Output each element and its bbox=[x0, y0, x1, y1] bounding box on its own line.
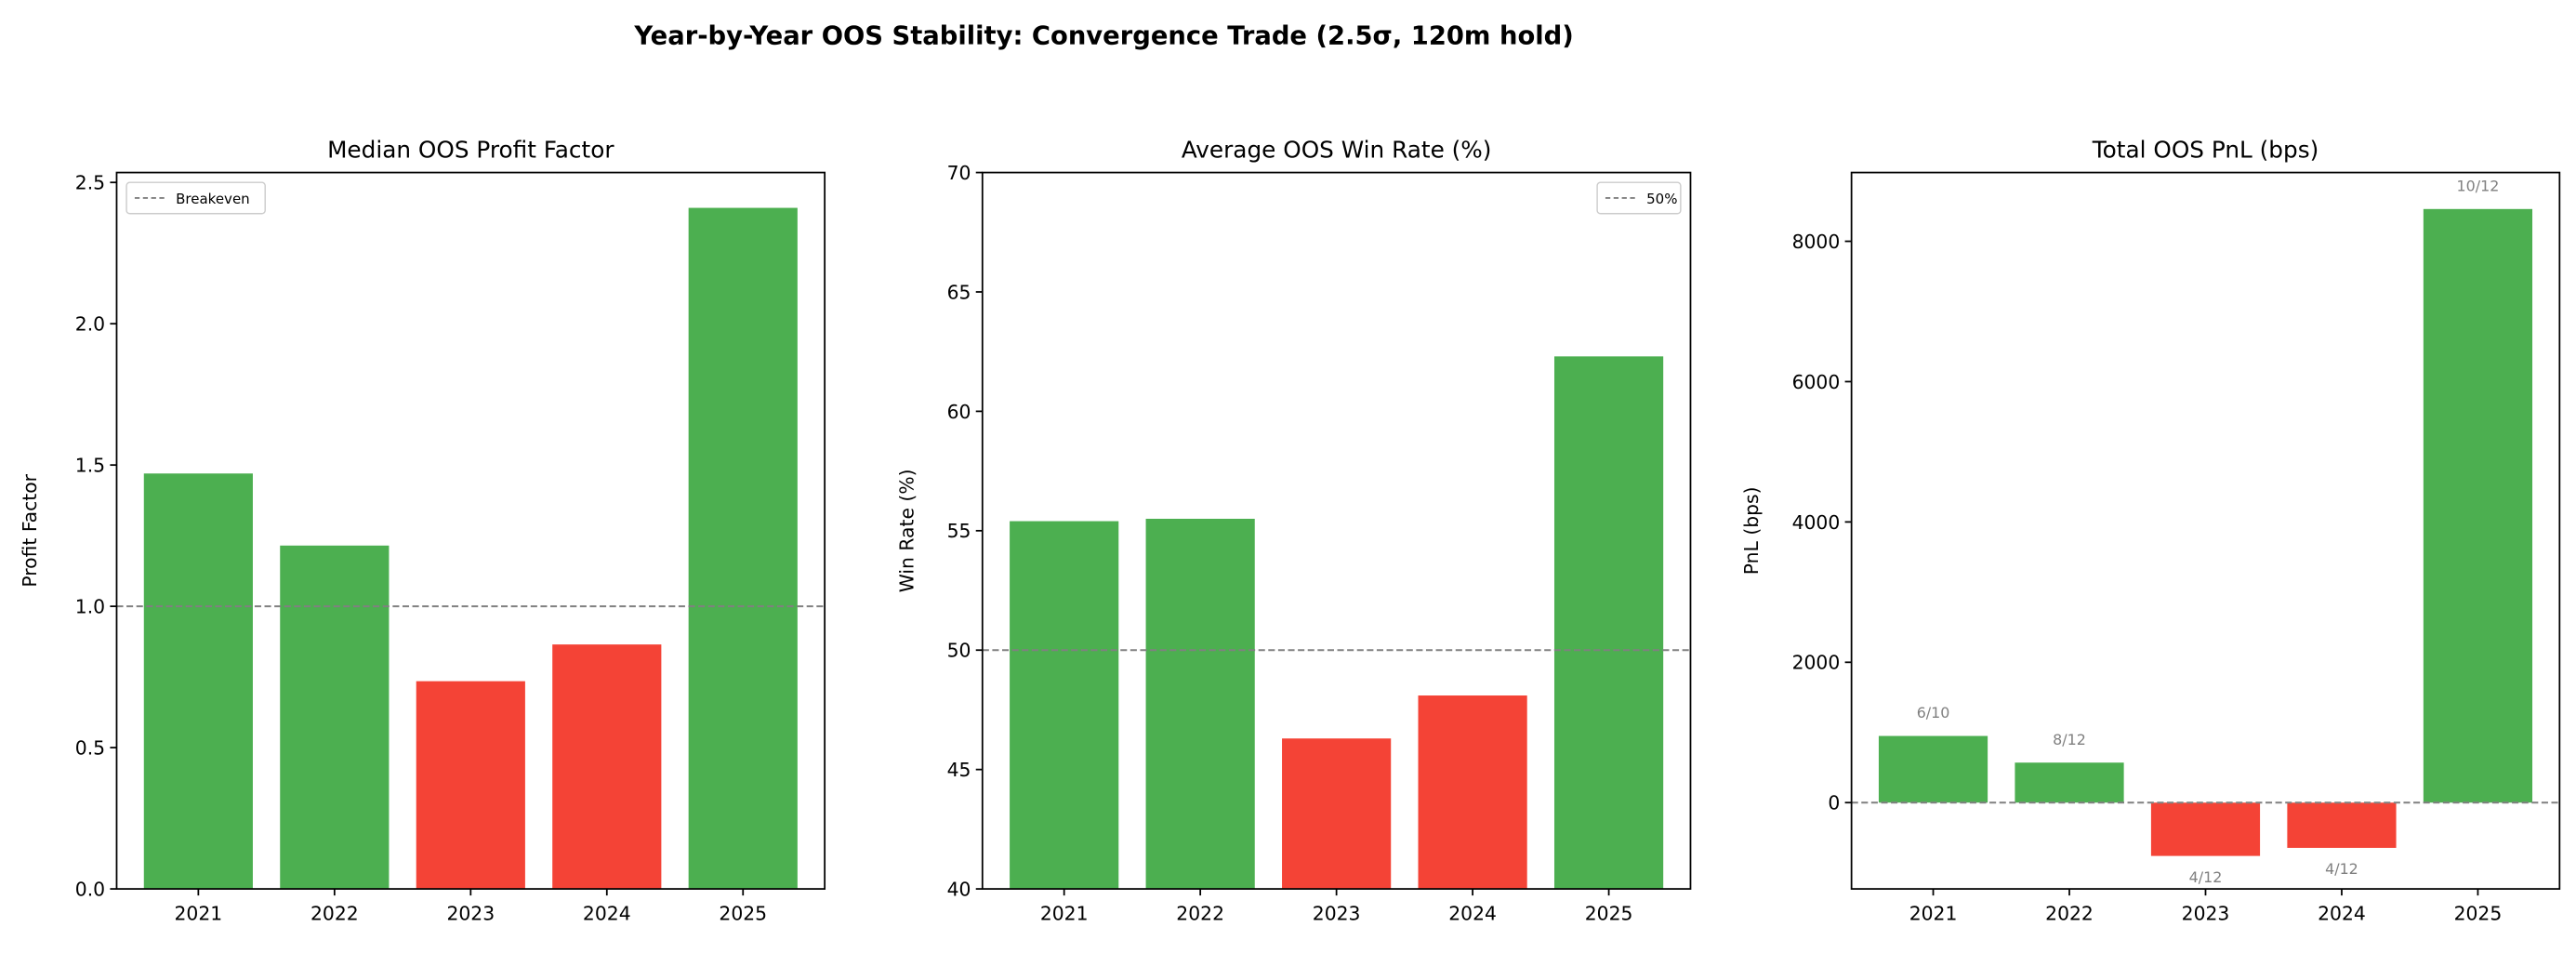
y-tick-label: 0.5 bbox=[75, 737, 105, 760]
y-tick-label: 40 bbox=[947, 878, 971, 900]
y-axis-label: Profit Factor bbox=[19, 473, 41, 587]
y-tick-label: 55 bbox=[947, 520, 971, 542]
bar-2022 bbox=[2015, 762, 2124, 803]
y-tick-label: 0 bbox=[1828, 792, 1840, 814]
y-tick-label: 6000 bbox=[1792, 371, 1841, 393]
y-tick-label: 50 bbox=[947, 640, 971, 662]
y-tick-label: 4000 bbox=[1792, 511, 1841, 534]
x-tick-label: 2023 bbox=[446, 903, 495, 925]
x-tick-label: 2023 bbox=[1313, 903, 1361, 925]
bar-annotation: 8/12 bbox=[2053, 731, 2086, 748]
x-tick-label: 2022 bbox=[1176, 903, 1224, 925]
x-tick-label: 2021 bbox=[1909, 903, 1958, 925]
subplot-title: Average OOS Win Rate (%) bbox=[1182, 137, 1492, 164]
legend: Breakeven bbox=[125, 181, 266, 215]
bar-annotation: 6/10 bbox=[1917, 704, 1950, 721]
legend-label: Breakeven bbox=[176, 191, 250, 207]
bar-2021 bbox=[1010, 521, 1119, 890]
x-tick-label: 2022 bbox=[310, 903, 359, 925]
bar-2025 bbox=[1553, 356, 1664, 890]
subplot-title: Median OOS Profit Factor bbox=[327, 137, 614, 164]
y-tick-label: 1.0 bbox=[75, 596, 105, 618]
subplot-title: Total OOS PnL (bps) bbox=[2092, 137, 2319, 164]
x-tick-label: 2023 bbox=[2182, 903, 2230, 925]
x-tick-label: 2022 bbox=[2045, 903, 2094, 925]
x-tick-label: 2024 bbox=[583, 903, 631, 925]
bar-2025 bbox=[688, 207, 798, 890]
bar-annotation: 10/12 bbox=[2457, 177, 2500, 194]
legend-label: 50% bbox=[1646, 191, 1677, 207]
x-tick-label: 2021 bbox=[175, 903, 223, 925]
y-tick-label: 65 bbox=[947, 281, 971, 303]
y-tick-label: 60 bbox=[947, 401, 971, 423]
bar-2021 bbox=[143, 473, 253, 890]
x-tick-label: 2021 bbox=[1040, 903, 1089, 925]
y-tick-label: 8000 bbox=[1792, 231, 1841, 253]
x-tick-label: 2024 bbox=[1448, 903, 1497, 925]
y-axis-label: PnL (bps) bbox=[1740, 486, 1763, 575]
bar-2022 bbox=[280, 545, 390, 890]
y-tick-label: 1.5 bbox=[75, 455, 105, 477]
bar-2023 bbox=[416, 681, 525, 890]
bar-2021 bbox=[1878, 735, 1988, 803]
bar-annotation: 4/12 bbox=[2325, 860, 2358, 878]
y-tick-label: 2.5 bbox=[75, 172, 105, 194]
bar-annotation: 4/12 bbox=[2189, 868, 2223, 886]
subplot-1: 0.0 0.5 1.0 1.5 2.0 2.5 2021 2022 2023 2024 2025 Me… bbox=[19, 137, 826, 925]
bar-2024 bbox=[552, 644, 662, 890]
y-tick-label: 0.0 bbox=[75, 878, 105, 900]
bar-2023 bbox=[1282, 738, 1392, 890]
bar-2022 bbox=[1145, 518, 1255, 890]
y-axis-label: Win Rate (%) bbox=[896, 469, 918, 592]
bar-2024 bbox=[2287, 802, 2397, 848]
y-tick-label: 70 bbox=[947, 162, 971, 184]
legend-box bbox=[125, 181, 266, 215]
x-tick-label: 2025 bbox=[719, 903, 767, 925]
x-tick-label: 2025 bbox=[1585, 903, 1633, 925]
legend: 50% bbox=[1596, 181, 1682, 215]
figure-suptitle: Year-by-Year OOS Stability: Convergence … bbox=[633, 22, 1573, 51]
x-tick-label: 2025 bbox=[2454, 903, 2503, 925]
bar-2025 bbox=[2423, 208, 2533, 803]
subplot-3: 6/10 8/12 4/12 4/12 10/12 0 2000 4000 6000 8000 20… bbox=[1740, 137, 2561, 925]
bar-2024 bbox=[1418, 695, 1527, 890]
y-tick-label: 2.0 bbox=[75, 313, 105, 336]
subplot-2: 40 45 50 55 60 65 70 2021 2022 2023 2024 2025 Averag… bbox=[896, 137, 1692, 925]
y-tick-label: 45 bbox=[947, 759, 971, 781]
y-tick-label: 2000 bbox=[1792, 652, 1841, 674]
x-tick-label: 2024 bbox=[2318, 903, 2366, 925]
bar-2023 bbox=[2150, 802, 2261, 856]
legend-box bbox=[1596, 181, 1682, 215]
